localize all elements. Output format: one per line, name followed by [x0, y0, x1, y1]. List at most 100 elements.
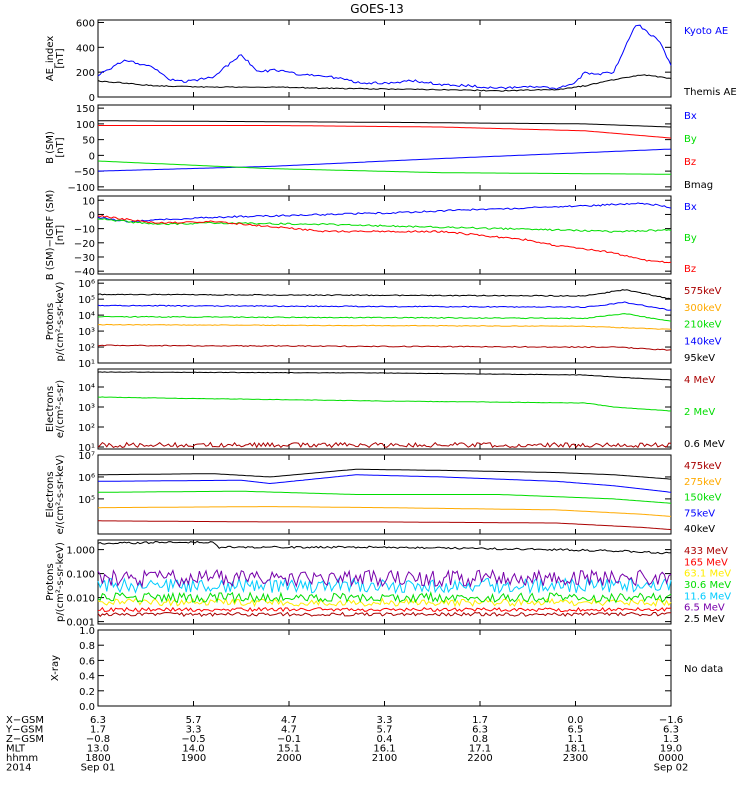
- y-tick-label: 0.6: [79, 656, 95, 667]
- y-tick-label: −40: [74, 267, 95, 278]
- y-axis-label: e/(cm²-s-sr): [55, 380, 66, 438]
- y-axis-label: Protons: [45, 563, 56, 600]
- legend-entry: Bx: [684, 111, 697, 122]
- series-line-by: [97, 160, 672, 175]
- x-axis-value: 3.3: [186, 725, 202, 736]
- series-line-bmag: [97, 120, 671, 128]
- chart-title: GOES-13: [350, 2, 404, 16]
- legend-entry: 575keV: [684, 286, 722, 297]
- legend-entry: 433 MeV: [684, 546, 728, 557]
- panel-protons-kev: 10⁶ 10⁵ 10⁴ 10³ 10² 10¹ Protons p/(cm²-s-sr-keV…: [45, 279, 722, 370]
- plot-frame: [97, 368, 672, 450]
- x-axis-value: 2000: [276, 753, 301, 764]
- x-axis-row-label: MLT: [6, 744, 26, 755]
- y-axis-label: Electrons: [45, 471, 56, 517]
- y-tick-label: 10⁵: [78, 295, 95, 306]
- series-line-140kev: [97, 301, 672, 311]
- y-tick-label: 150: [76, 104, 95, 115]
- y-axis-label: p/(cm²-s-sr-keV): [55, 281, 66, 361]
- series-line-11-6-mev: [97, 576, 672, 595]
- x-axis-value: 1800: [85, 753, 110, 764]
- series-line-0-6-mev: [97, 371, 672, 381]
- legend-entry: 6.5 MeV: [684, 603, 725, 614]
- y-tick-label: 0.100: [66, 570, 95, 581]
- y-tick-label: 1.000: [66, 546, 95, 557]
- legend-entry: Kyoto AE: [684, 26, 728, 37]
- plot-frame: [97, 629, 672, 707]
- legend-entry: 30.6 MeV: [684, 580, 731, 591]
- legend-entry: Bz: [684, 157, 696, 168]
- no-data-label: No data: [684, 664, 723, 675]
- y-tick-label: 10⁴: [78, 383, 95, 394]
- y-tick-label: 0.001: [66, 618, 95, 629]
- x-axis-value: 1.3: [663, 734, 679, 745]
- legend-entry: 165 MeV: [684, 557, 728, 568]
- legend-entry: Themis AE: [683, 87, 737, 98]
- x-axis-value: 0.8: [472, 734, 488, 745]
- x-axis-value: −1.6: [659, 715, 683, 726]
- series-line-210kev: [97, 313, 672, 322]
- panel-electrons-mev: 10⁴ 10³ 10² 10¹ Electrons e/(cm²-s-sr) 4 MeV 2 …: [45, 368, 725, 454]
- y-tick-label: 50: [82, 136, 95, 147]
- legend-entry: Bmag: [684, 180, 713, 191]
- y-tick-label: 0: [89, 93, 95, 104]
- series-line-6-5-mev: [97, 568, 672, 589]
- series-line-275kev: [98, 506, 672, 517]
- x-axis-value: 2300: [563, 753, 588, 764]
- x-axis-value: 4.7: [281, 725, 297, 736]
- y-axis-label: Protons: [45, 303, 56, 340]
- y-tick-label: 0: [89, 210, 95, 221]
- y-axis-label: e/(cm²-s-sr-keV): [55, 455, 66, 535]
- x-axis-row-label: 2014: [6, 763, 31, 774]
- x-axis-value: −0.5: [181, 734, 205, 745]
- y-axis-label: B (SM)−IGRF (SM): [45, 190, 56, 281]
- x-axis-value: 1.1: [568, 734, 584, 745]
- legend-entry: Bz: [684, 264, 696, 275]
- legend-entry: 95keV: [684, 353, 715, 364]
- x-axis-value: 0.0: [568, 715, 584, 726]
- x-axis-value: Sep 01: [81, 763, 116, 774]
- series-line-bz: [97, 215, 672, 264]
- panel-bsm: 150 100 50 0 −50 −100 B (SM) [nT] Bx By Bz Bmag: [45, 104, 713, 194]
- y-tick-label: 10³: [78, 327, 95, 338]
- y-tick-label: 100: [76, 120, 95, 131]
- panel-xray: 1.0 0.8 0.6 0.4 0.2 0.0 X-ray No data: [50, 626, 723, 713]
- x-axis-value: 4.7: [281, 715, 297, 726]
- y-tick-label: 10⁶: [78, 473, 95, 484]
- series-line-40kev: [97, 468, 672, 480]
- x-axis-value: 0000: [658, 753, 683, 764]
- x-axis-value: −0.1: [277, 734, 301, 745]
- plot-frame: [97, 195, 672, 275]
- y-axis-label: B (SM): [45, 131, 56, 164]
- legend-entry: 2 MeV: [684, 407, 715, 418]
- panel-bigrf: 10 0 −10 −20 −30 −40 B (SM)−IGRF (SM) [nT] Bx By B…: [45, 190, 697, 281]
- legend-entry: 75keV: [684, 508, 715, 519]
- legend-entry: 150keV: [684, 493, 722, 504]
- legend-entry: 140keV: [684, 336, 722, 347]
- y-axis-label: p/(cm²-s-sr-keV): [55, 542, 66, 622]
- x-axis-value: Sep 02: [654, 763, 689, 774]
- plot-frame: [97, 19, 672, 98]
- x-axis-value: 1900: [181, 753, 206, 764]
- bottom-axis-table: X−GSMY−GSMZ−GSMMLThhmm20146.31.7−0.813.0…: [5, 715, 688, 774]
- y-axis-label: Electrons: [45, 386, 56, 432]
- y-tick-label: −10: [74, 225, 95, 236]
- x-axis-value: 1.7: [472, 715, 488, 726]
- x-axis-value: 6.3: [472, 725, 488, 736]
- y-tick-label: 0: [89, 151, 95, 162]
- x-axis-value: 16.1: [373, 744, 395, 755]
- series-line-themis-ae: [97, 74, 672, 92]
- series-line-by: [97, 218, 672, 233]
- y-tick-label: 10²: [78, 343, 95, 354]
- series-line-95kev: [97, 289, 672, 300]
- x-axis-value: 13.0: [87, 744, 109, 755]
- x-axis-value: 5.7: [377, 725, 393, 736]
- x-axis-value: 18.1: [564, 744, 586, 755]
- x-axis-row-label: hhmm: [6, 753, 38, 764]
- x-axis-value: 19.0: [660, 744, 682, 755]
- series-line-475kev: [98, 520, 672, 531]
- x-axis-value: −0.8: [86, 734, 110, 745]
- panel-ae: 600 400 200 0 AE_index [nT] Kyoto AE Themis AE: [45, 18, 737, 104]
- x-axis-row-label: X−GSM: [6, 715, 44, 726]
